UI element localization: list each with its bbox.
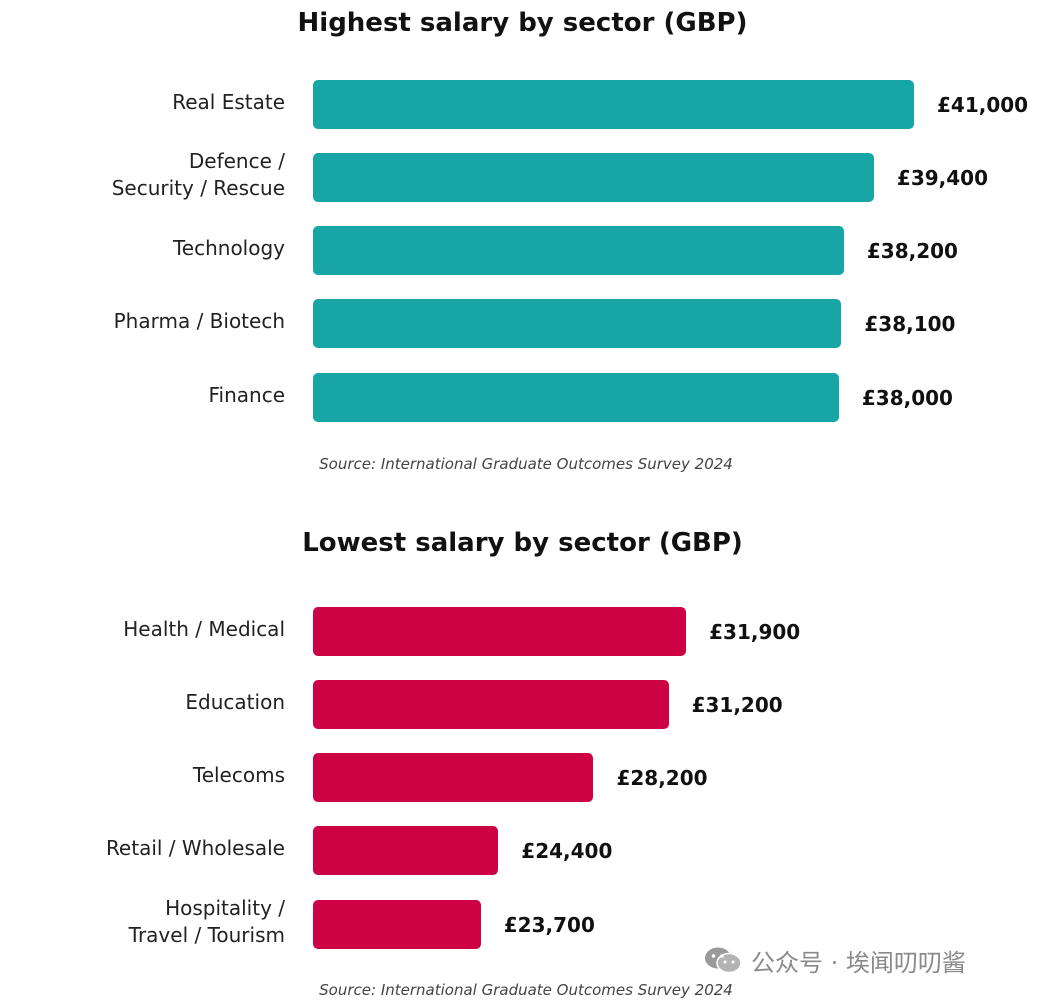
bar: [313, 80, 914, 129]
chart-title: Lowest salary by sector (GBP): [302, 528, 743, 558]
bar: [313, 680, 669, 729]
category-label: Retail / Wholesale: [105, 835, 285, 860]
value-label: £31,900: [709, 620, 801, 644]
source-note: Source: International Graduate Outcomes …: [319, 455, 733, 473]
bar: [313, 826, 499, 875]
category-label: Telecoms: [192, 762, 285, 787]
bar: [313, 226, 844, 275]
bar: [313, 753, 594, 802]
category-label: Real Estate: [172, 89, 285, 114]
watermark: 公众号 · 埃闻叨叨酱: [703, 943, 966, 977]
wechat-icon: [705, 947, 742, 974]
category-label: Hospitality / Travel / Tourism: [128, 896, 285, 947]
category-label: Education: [185, 689, 285, 714]
bar: [313, 607, 687, 656]
category-label: Defence / Security / Rescue: [111, 149, 285, 200]
value-label: £38,200: [866, 239, 958, 263]
value-label: £39,400: [896, 166, 989, 190]
category-label: Health / Medical: [123, 616, 285, 641]
value-label: £23,700: [503, 913, 595, 937]
value-label: £24,400: [521, 839, 613, 863]
source-note: Source: International Graduate Outcomes …: [319, 981, 733, 999]
value-label: £31,200: [691, 693, 783, 717]
value-label: £28,200: [616, 766, 708, 790]
value-label: £41,000: [937, 93, 1029, 117]
category-label: Finance: [208, 382, 285, 407]
category-label: Technology: [172, 235, 285, 260]
bar: [313, 153, 874, 202]
value-label: £38,000: [861, 386, 953, 410]
value-label: £38,100: [864, 312, 956, 336]
category-label: Pharma / Biotech: [113, 308, 285, 333]
bar: [313, 373, 839, 422]
chart-title: Highest salary by sector (GBP): [297, 8, 748, 38]
bar: [313, 900, 481, 949]
watermark-text: 公众号 · 埃闻叨叨酱: [751, 948, 966, 977]
bar: [313, 299, 842, 348]
